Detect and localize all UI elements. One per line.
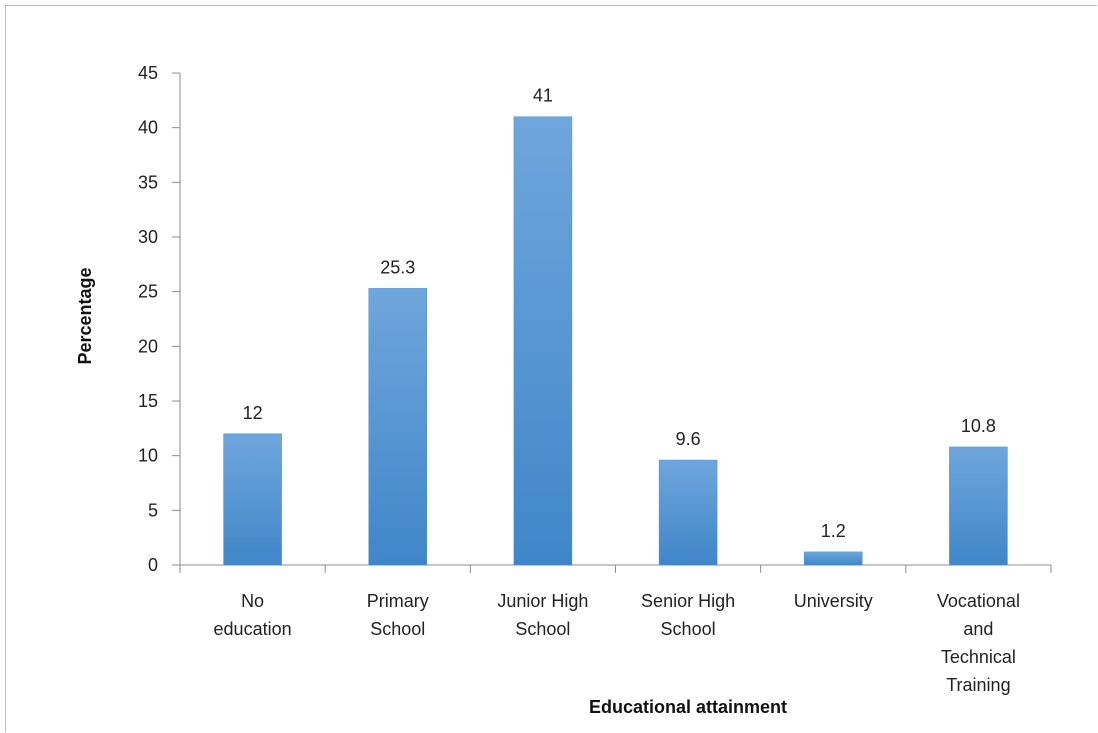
- data-label: 41: [533, 86, 553, 106]
- y-tick-label: 0: [148, 555, 158, 575]
- y-tick-label: 40: [138, 118, 158, 138]
- data-label: 9.6: [676, 429, 701, 449]
- category-label: Senior High School: [641, 591, 735, 639]
- bar: [223, 433, 282, 566]
- bar: [804, 551, 863, 566]
- axes: 0 5 10 15 20 25 30 35 40 45: [138, 63, 1052, 575]
- category-label: Junior High School: [497, 591, 588, 639]
- bar: [949, 446, 1008, 566]
- bars: [223, 116, 1008, 566]
- y-tick-label: 35: [138, 172, 158, 192]
- category-label: Primary School: [367, 591, 429, 639]
- labels: 12 No education 25.3 Primary School 41 Junior H…: [214, 86, 1020, 695]
- x-axis-title: Educational attainment: [589, 697, 787, 717]
- category-label: No education: [214, 591, 292, 639]
- bar: [513, 116, 573, 566]
- y-tick-label: 5: [148, 500, 158, 520]
- data-label: 1.2: [821, 521, 846, 541]
- y-tick-label: 10: [138, 446, 158, 466]
- bar: [658, 459, 718, 566]
- data-label: 25.3: [380, 257, 415, 277]
- bar: [368, 288, 427, 566]
- category-label: University: [794, 591, 873, 611]
- category-label: Vocational and Technical Training: [937, 591, 1020, 695]
- data-label: 10.8: [961, 416, 996, 436]
- y-tick-label: 15: [138, 391, 158, 411]
- y-tick-label: 45: [138, 63, 158, 83]
- y-tick-label: 30: [138, 227, 158, 247]
- y-tick-label: 25: [138, 282, 158, 302]
- y-axis-title: Percentage: [75, 267, 95, 364]
- y-tick-label: 20: [138, 336, 158, 356]
- data-label: 12: [243, 403, 263, 423]
